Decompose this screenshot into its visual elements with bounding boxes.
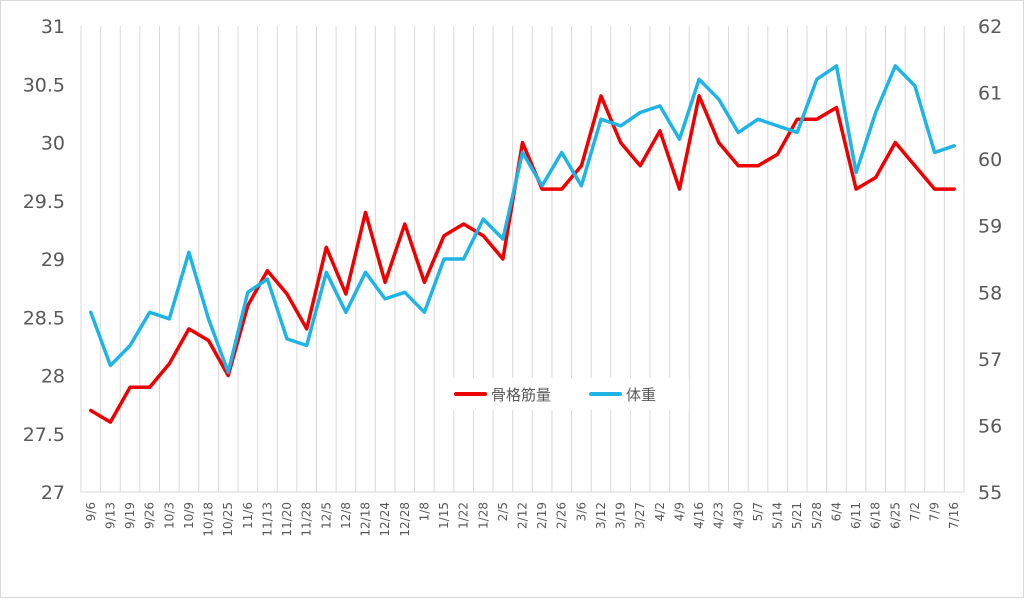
x-tick-label: 5/28 bbox=[810, 502, 824, 529]
x-tick-label: 12/24 bbox=[378, 502, 392, 537]
legend-label-body-weight: 体重 bbox=[626, 386, 656, 404]
x-tick-label: 12/5 bbox=[319, 502, 333, 529]
legend-background bbox=[447, 378, 689, 410]
legend-label-skeletal-muscle: 骨格筋量 bbox=[491, 386, 551, 404]
x-tick-label: 4/30 bbox=[731, 502, 745, 529]
x-tick-label: 4/16 bbox=[692, 502, 706, 529]
x-tick-label: 3/19 bbox=[614, 502, 628, 529]
x-tick-label: 12/18 bbox=[359, 502, 373, 537]
series-lines bbox=[89, 64, 956, 424]
x-tick-label: 4/2 bbox=[653, 502, 667, 521]
y2-tick-label: 56 bbox=[978, 415, 1002, 437]
y-axis-left-ticks: 27 27.5 28 28.5 29 29.5 30 30.5 31 bbox=[23, 16, 65, 504]
x-tick-label: 6/18 bbox=[869, 502, 883, 529]
x-tick-label: 5/7 bbox=[751, 502, 765, 521]
x-tick-label: 10/25 bbox=[221, 502, 235, 537]
x-tick-label: 12/8 bbox=[339, 502, 353, 529]
x-tick-label: 3/6 bbox=[574, 502, 588, 521]
y2-tick-label: 57 bbox=[978, 349, 1002, 371]
x-tick-label: 9/19 bbox=[123, 502, 137, 529]
series-line-body-weight bbox=[89, 64, 956, 374]
x-tick-label: 4/9 bbox=[672, 502, 686, 521]
y-tick-label: 30.5 bbox=[23, 74, 65, 96]
x-tick-label: 11/20 bbox=[280, 502, 294, 537]
x-tick-label: 6/4 bbox=[829, 502, 843, 521]
y2-tick-label: 61 bbox=[978, 83, 1002, 105]
x-tick-label: 9/6 bbox=[84, 502, 98, 521]
x-tick-label: 6/25 bbox=[888, 502, 902, 529]
y-tick-label: 28.5 bbox=[23, 307, 65, 329]
x-axis-ticks: 9/6 9/13 9/19 9/26 10/3 10/9 10/18 10/25 11/6 11/… bbox=[84, 502, 961, 537]
x-tick-label: 1/22 bbox=[457, 502, 471, 529]
y2-tick-label: 60 bbox=[978, 149, 1002, 171]
x-tick-label: 9/26 bbox=[143, 502, 157, 529]
x-tick-label: 5/14 bbox=[771, 502, 785, 529]
y-tick-label: 29 bbox=[41, 249, 65, 271]
x-tick-label: 4/23 bbox=[712, 502, 726, 529]
x-tick-label: 1/8 bbox=[417, 502, 431, 521]
y-tick-label: 27.5 bbox=[23, 424, 65, 446]
y-tick-label: 31 bbox=[41, 16, 65, 38]
grid-lines bbox=[80, 26, 965, 492]
x-tick-label: 7/9 bbox=[928, 502, 942, 521]
y2-tick-label: 58 bbox=[978, 282, 1002, 304]
x-tick-label: 5/21 bbox=[790, 502, 804, 529]
x-tick-label: 2/5 bbox=[496, 502, 510, 521]
x-tick-label: 2/26 bbox=[555, 502, 569, 529]
series-line-skeletal-muscle bbox=[89, 94, 956, 424]
y2-tick-label: 59 bbox=[978, 216, 1002, 238]
x-tick-label: 9/13 bbox=[103, 502, 117, 529]
legend: 骨格筋量 体重 bbox=[447, 378, 689, 410]
x-tick-label: 6/11 bbox=[849, 502, 863, 529]
x-tick-label: 10/3 bbox=[162, 502, 176, 529]
y-axis-right-ticks: 55 56 57 58 59 60 61 62 bbox=[978, 16, 1002, 504]
x-tick-label: 2/19 bbox=[535, 502, 549, 529]
x-tick-label: 1/28 bbox=[476, 502, 490, 529]
x-tick-label: 11/28 bbox=[300, 502, 314, 537]
y-tick-label: 28 bbox=[41, 366, 65, 388]
x-tick-label: 3/12 bbox=[594, 502, 608, 529]
x-tick-label: 10/18 bbox=[202, 502, 216, 537]
x-tick-label: 3/27 bbox=[633, 502, 647, 529]
x-tick-label: 12/28 bbox=[398, 502, 412, 537]
x-tick-label: 2/12 bbox=[516, 502, 530, 529]
x-tick-label: 10/9 bbox=[182, 502, 196, 529]
x-tick-label: 1/15 bbox=[437, 502, 451, 529]
x-tick-label: 7/16 bbox=[947, 502, 961, 529]
y2-tick-label: 55 bbox=[978, 482, 1002, 504]
x-tick-label: 11/13 bbox=[260, 502, 274, 537]
x-tick-label: 7/2 bbox=[908, 502, 922, 521]
y2-tick-label: 62 bbox=[978, 16, 1002, 38]
y-tick-label: 27 bbox=[41, 482, 65, 504]
y-tick-label: 30 bbox=[41, 133, 65, 155]
y-tick-label: 29.5 bbox=[23, 191, 65, 213]
x-tick-label: 11/6 bbox=[241, 502, 255, 529]
